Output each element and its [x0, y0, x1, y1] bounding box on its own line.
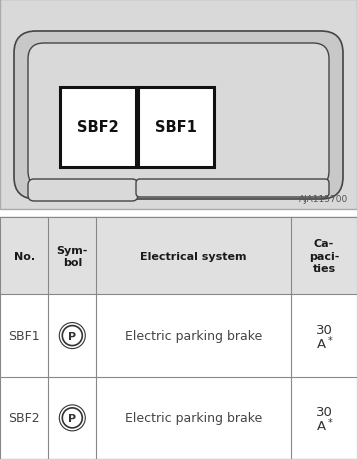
Text: Electrical system: Electrical system [140, 251, 247, 261]
Bar [0, 218, 357, 459]
Text: SBF1: SBF1 [8, 330, 40, 342]
Text: Sym-
bol: Sym- bol [57, 245, 88, 267]
Text: Electric parking brake: Electric parking brake [125, 411, 262, 425]
Text: SBF2: SBF2 [77, 120, 119, 135]
Text: Ca-
paci-
ties: Ca- paci- ties [309, 239, 339, 274]
FancyBboxPatch shape [28, 44, 329, 188]
Text: P: P [68, 413, 76, 423]
Bar [0, 218, 357, 295]
Text: SBF1: SBF1 [155, 120, 197, 135]
Bar [0, 0, 357, 210]
Text: No.: No. [14, 251, 35, 261]
FancyBboxPatch shape [136, 179, 329, 197]
Text: P: P [68, 331, 76, 341]
Text: Electric parking brake: Electric parking brake [125, 330, 262, 342]
Text: A: A [316, 420, 326, 432]
Bar [138, 88, 214, 168]
Bar [0, 377, 357, 459]
Text: 30: 30 [316, 324, 332, 336]
FancyBboxPatch shape [28, 179, 138, 202]
Text: A: A [316, 337, 326, 350]
Text: SBF2: SBF2 [8, 411, 40, 425]
Bar [0, 295, 357, 377]
FancyBboxPatch shape [14, 32, 343, 200]
Bar [0, 0, 357, 210]
Bar [60, 88, 136, 168]
Text: *: * [328, 417, 332, 427]
Text: *: * [328, 335, 332, 345]
Text: 30: 30 [316, 405, 332, 419]
Text: AJA115700: AJA115700 [299, 195, 348, 203]
